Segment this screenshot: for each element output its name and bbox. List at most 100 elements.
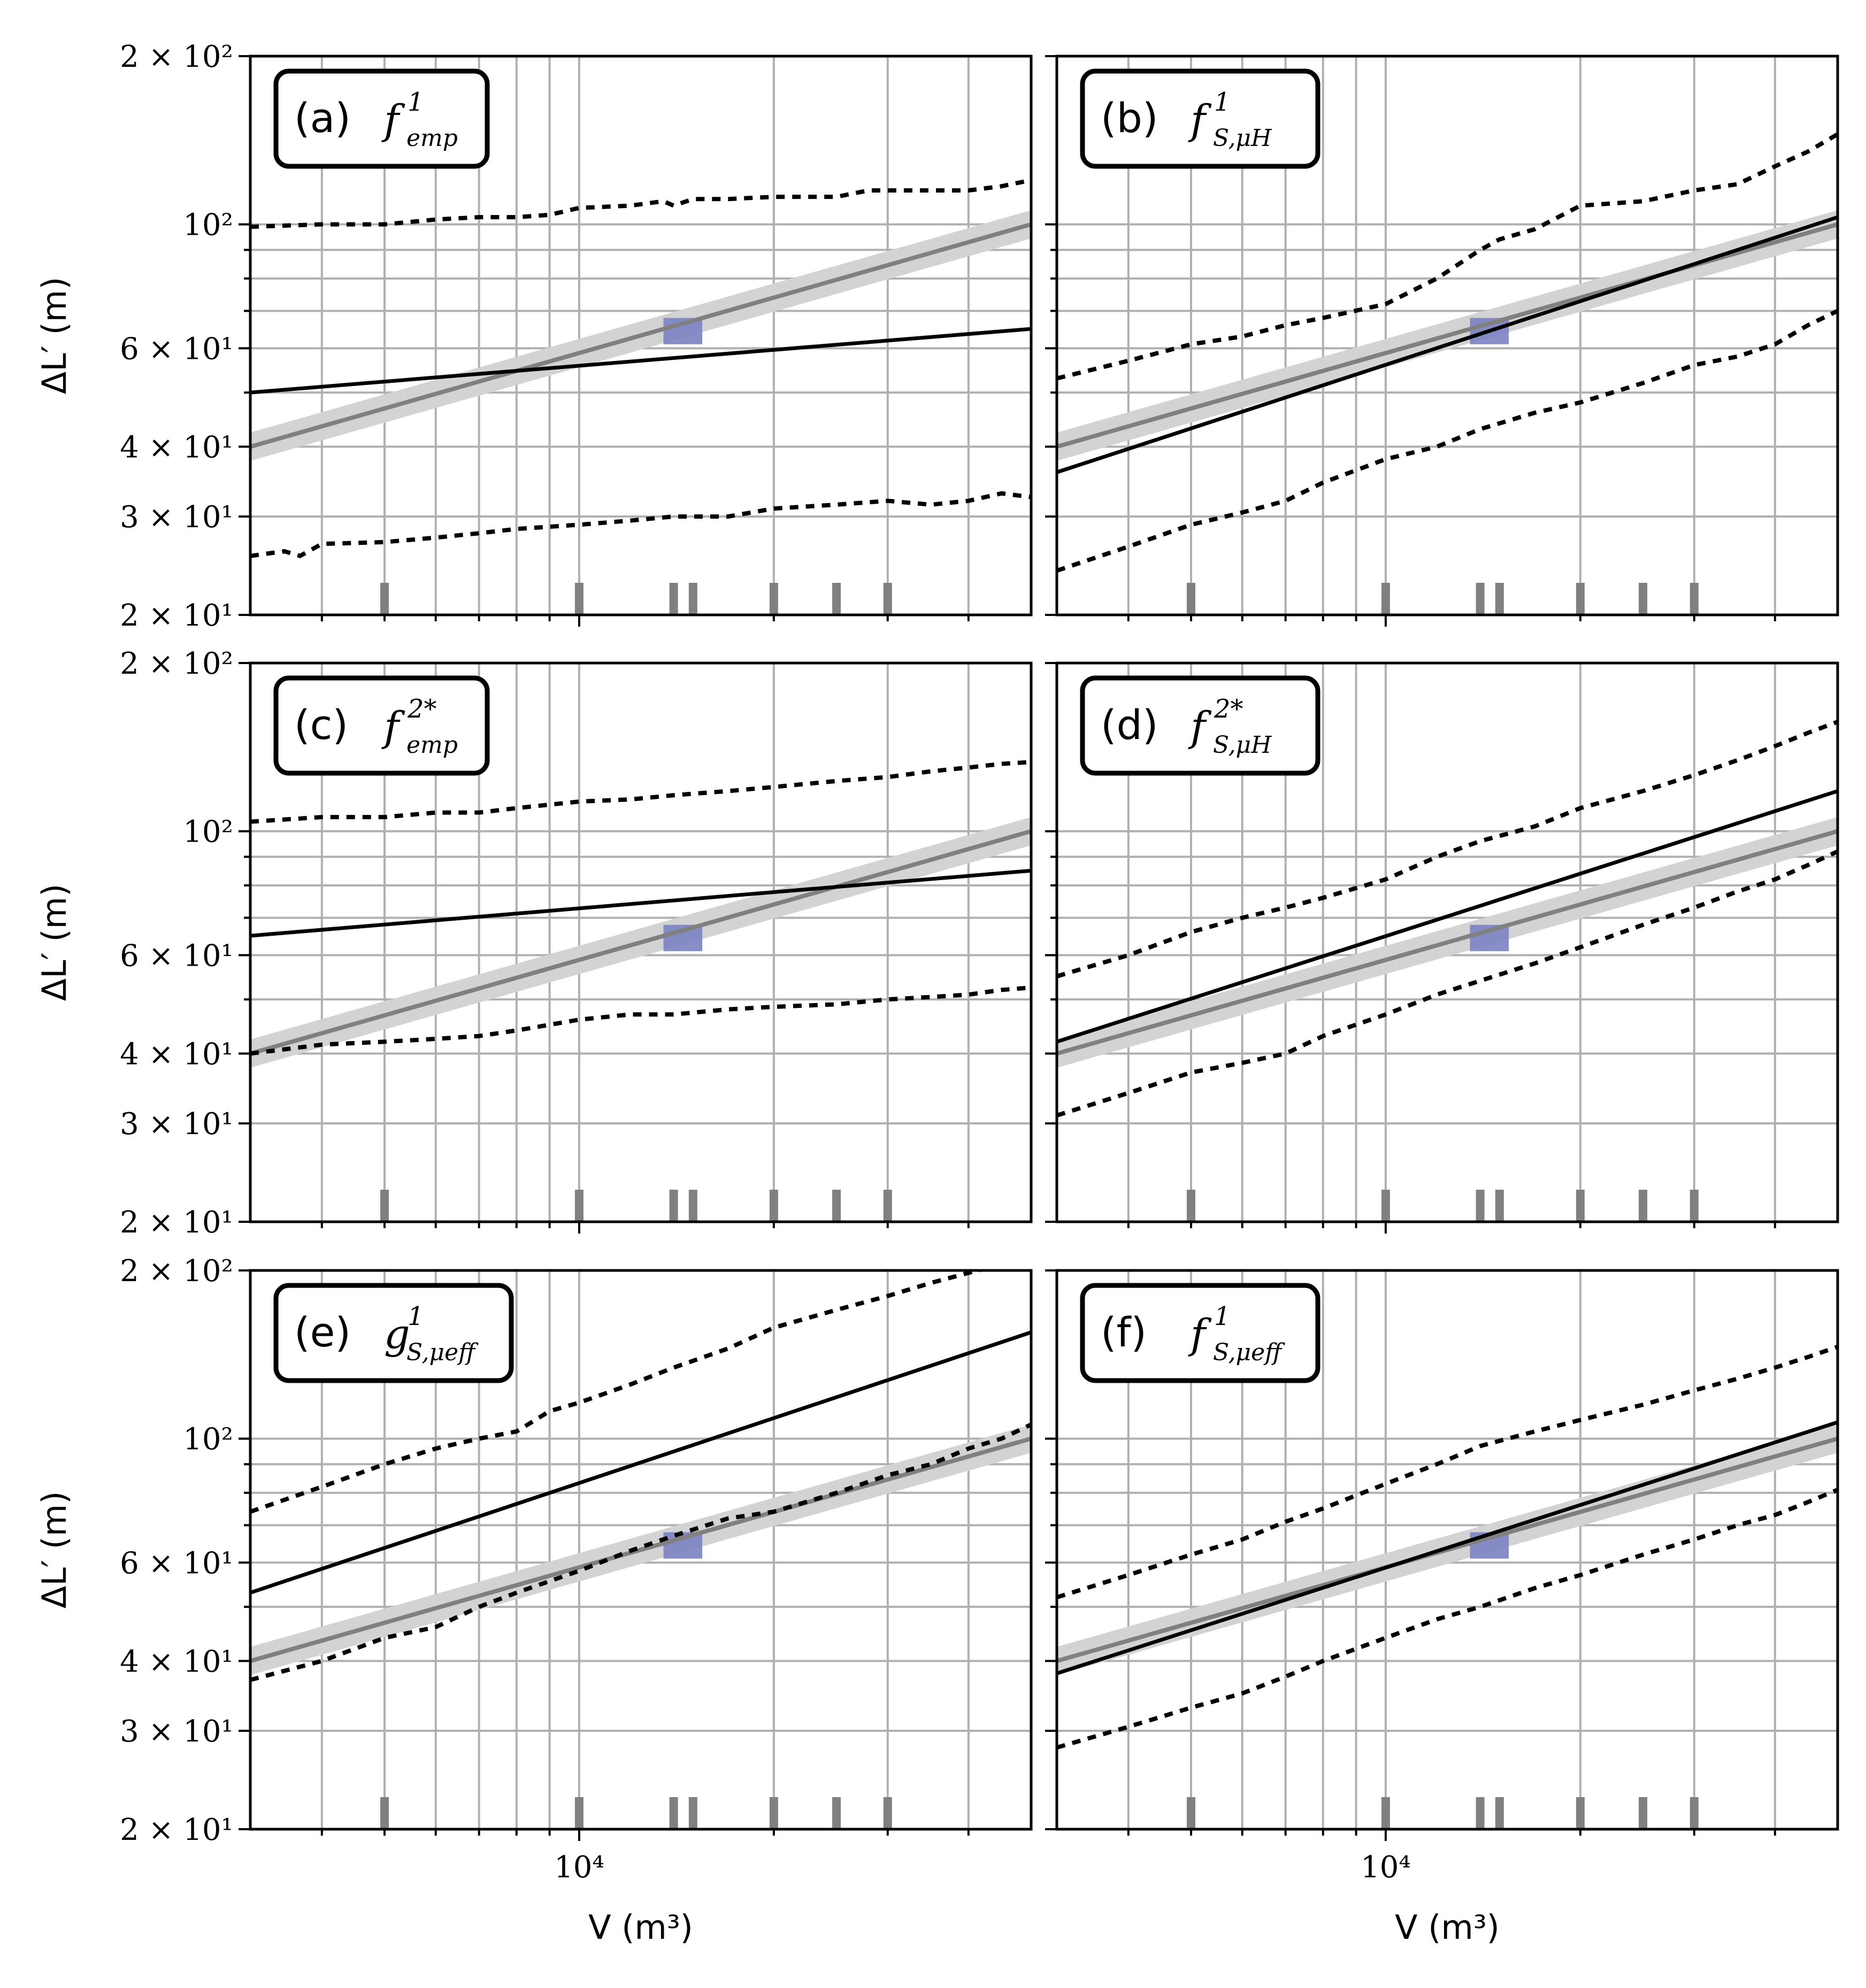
upper-dotted-line — [1057, 132, 1838, 381]
axes-frame — [249, 661, 1033, 1223]
rug-tick — [1495, 583, 1504, 615]
fit-line — [250, 868, 1031, 938]
panel-label: (d) — [1101, 701, 1158, 749]
x-axis-title: V (m³) — [1395, 1908, 1500, 1947]
fit-line — [250, 327, 1031, 395]
panel-math-base: g — [384, 1310, 410, 1358]
y-axis-title: ΔL′ (m) — [35, 1491, 74, 1609]
rug-tick — [688, 1190, 697, 1222]
x-axis-title: V (m³) — [588, 1908, 693, 1947]
rug-tick — [380, 1190, 389, 1222]
rug-tick — [1639, 1190, 1648, 1222]
rug-tick — [380, 1797, 389, 1829]
rug-tick — [669, 1190, 678, 1222]
y-tick-label: 10² — [183, 208, 233, 243]
rug-tick — [1381, 1190, 1390, 1222]
rug-tick — [1476, 1190, 1485, 1222]
lower-dotted-line — [1057, 1488, 1838, 1750]
rug-tick — [688, 1797, 697, 1829]
panel-label: (e) — [294, 1308, 351, 1356]
fit-line — [1057, 215, 1838, 474]
y-tick-label: 2 × 10² — [120, 40, 233, 74]
rug-tick — [1495, 1190, 1504, 1222]
y-tick-label: 10² — [183, 815, 233, 850]
y-tick-label: 2 × 10² — [120, 646, 233, 681]
y-tick-label: 10² — [183, 1422, 233, 1457]
panel-label-box — [1080, 1283, 1320, 1383]
reference-line — [250, 1436, 1031, 1663]
y-tick-label: 4 × 10¹ — [120, 1644, 233, 1679]
panel-math-subscript: emp — [406, 125, 458, 152]
plot-area — [1057, 56, 1838, 615]
reference-line — [250, 222, 1031, 449]
panel-label-box — [273, 675, 490, 776]
y-tick-label: 2 × 10² — [120, 1254, 233, 1289]
fit-line — [1057, 1420, 1838, 1676]
rug-tick — [574, 1190, 583, 1222]
panel-math-subscript: S,μeff — [1213, 1339, 1285, 1366]
y-tick-label: 2 × 10¹ — [120, 1205, 233, 1240]
lower-dotted-line — [250, 1422, 1031, 1682]
rug-tick — [883, 1190, 892, 1222]
panel-label: (c) — [294, 701, 348, 749]
rug-tick — [669, 1797, 678, 1829]
panel-math-superscript: 2* — [1214, 694, 1243, 724]
rug-tick — [1639, 1797, 1648, 1829]
rug-tick — [1476, 583, 1485, 615]
panel-math-subscript: S,μH — [1213, 125, 1272, 152]
upper-dotted-line — [1057, 720, 1838, 978]
plot-area — [250, 56, 1031, 615]
plot-area — [250, 1270, 1031, 1829]
plot-area — [1057, 1270, 1838, 1829]
panel-label: (f) — [1101, 1308, 1147, 1356]
reference-line — [250, 829, 1031, 1056]
axes-frame — [249, 55, 1033, 617]
rug-tick — [1381, 1797, 1390, 1829]
y-tick-label: 3 × 10¹ — [120, 1714, 233, 1749]
panel-b: (b) f 1S,μH — [1045, 55, 1839, 627]
plot-area — [250, 663, 1031, 1222]
panel-e: 2 × 10² 10² 6 × 10¹ 4 × 10¹ 3 × 10¹ 2 × 10¹ ΔL… — [35, 1254, 1033, 1947]
lower-dotted-line — [250, 985, 1031, 1056]
y-axis-title: ΔL′ (m) — [35, 277, 74, 395]
y-tick-label: 3 × 10¹ — [120, 1107, 233, 1142]
fit-line — [250, 1330, 1031, 1595]
rug-tick — [1690, 1190, 1699, 1222]
plot-area — [1057, 663, 1838, 1222]
y-tick-label: 3 × 10¹ — [120, 500, 233, 535]
panel-math-superscript: 1 — [1214, 1301, 1231, 1331]
rug-tick — [832, 583, 841, 615]
y-tick-label: 4 × 10¹ — [120, 430, 233, 465]
y-tick-label: 2 × 10¹ — [120, 598, 233, 633]
y-tick-label: 6 × 10¹ — [120, 1546, 233, 1581]
fit-line — [1057, 789, 1838, 1044]
rug-tick — [688, 583, 697, 615]
panel-math-subscript: S,μeff — [406, 1339, 479, 1366]
lower-dotted-line — [250, 491, 1031, 559]
rug-tick — [769, 583, 778, 615]
panel-label-box — [273, 68, 490, 169]
y-tick-label: 2 × 10¹ — [120, 1813, 233, 1847]
rug-tick — [883, 1797, 892, 1829]
lower-dotted-line — [1057, 849, 1838, 1118]
rug-tick — [1576, 1797, 1585, 1829]
rug-tick — [1476, 1797, 1485, 1829]
rug-tick — [1576, 583, 1585, 615]
panel-label: (a) — [294, 94, 351, 142]
axes-frame — [1055, 1269, 1839, 1831]
panel-c: 2 × 10² 10² 6 × 10¹ 4 × 10¹ 3 × 10¹ 2 × 10¹ ΔL… — [35, 646, 1033, 1240]
reference-line — [1057, 222, 1838, 449]
upper-dotted-line — [250, 178, 1031, 229]
rug-tick — [1186, 1797, 1195, 1829]
reference-line — [1057, 1436, 1838, 1663]
panel-label-box — [1080, 68, 1320, 169]
panel-math-superscript: 1 — [408, 87, 424, 117]
rug-tick — [832, 1797, 841, 1829]
axes-frame — [1055, 55, 1839, 617]
axes-frame — [1055, 661, 1839, 1223]
panel-label-box — [1080, 675, 1320, 776]
rug-tick — [1186, 1190, 1195, 1222]
rug-tick — [380, 583, 389, 615]
panel-math-superscript: 2* — [407, 694, 437, 724]
